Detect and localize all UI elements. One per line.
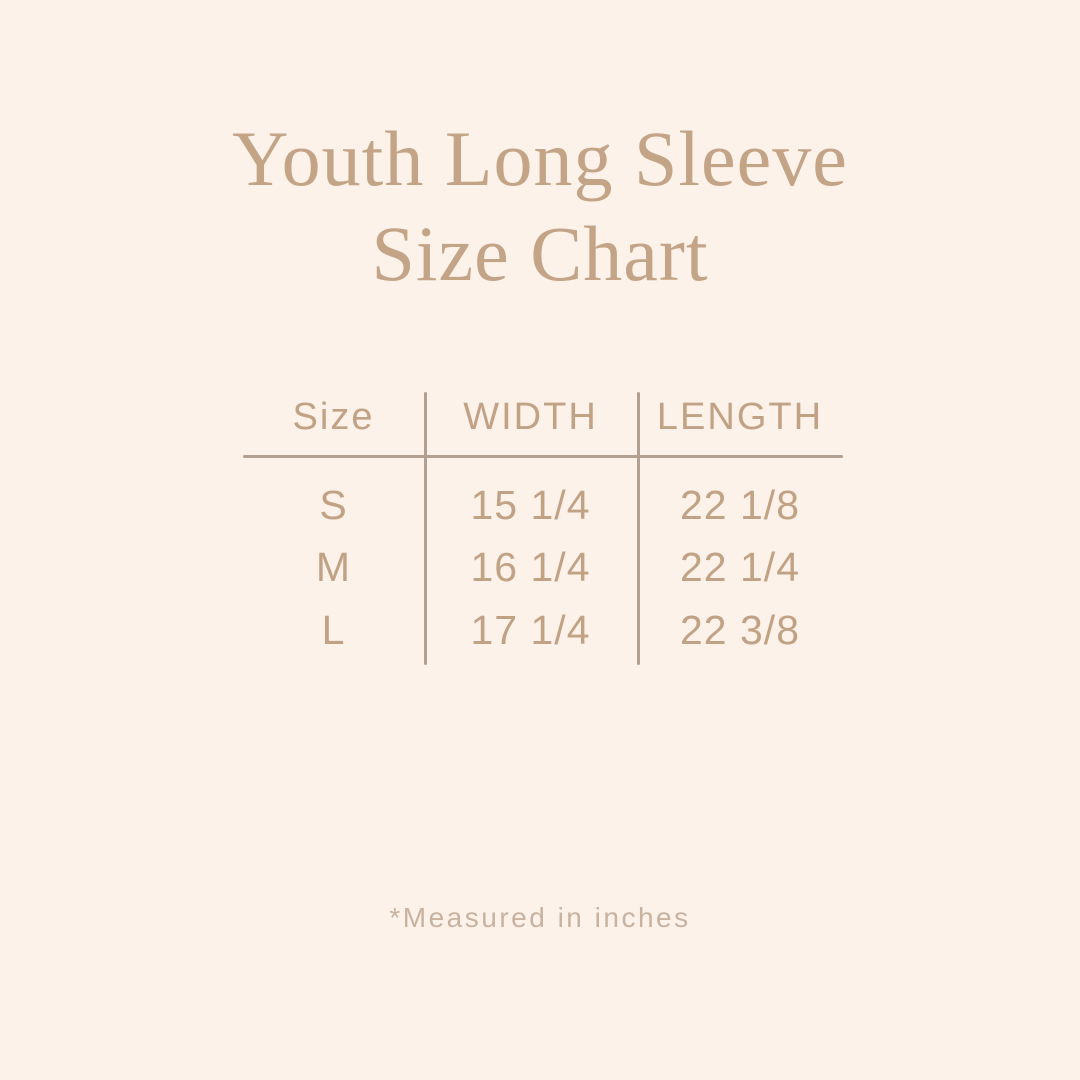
size-cell: S: [319, 481, 348, 528]
table-body: S 15 1/4 22 1/8 M 16 1/4 22 1/4 L 17 1/4…: [243, 474, 843, 662]
size-chart-table: Size WIDTH LENGTH S 15 1/4 22 1/8 M 16 1…: [243, 380, 843, 665]
column-header-width: WIDTH: [463, 396, 598, 438]
page-title: Youth Long Sleeve Size Chart: [0, 111, 1080, 301]
length-cell: 22 1/8: [680, 481, 800, 528]
table-header-row: Size WIDTH LENGTH: [243, 380, 843, 455]
table-row: L 17 1/4 22 3/8: [243, 599, 843, 662]
size-cell: L: [321, 606, 346, 653]
table-row: S 15 1/4 22 1/8: [243, 474, 843, 537]
page-title-line2: Size Chart: [371, 210, 709, 297]
size-cell: M: [315, 544, 352, 591]
column-divider-left: [424, 392, 427, 665]
column-header-length: LENGTH: [656, 396, 824, 438]
column-divider-right: [637, 392, 640, 665]
length-cell: 22 3/8: [680, 606, 800, 653]
column-header-size: Size: [292, 396, 375, 438]
header-divider-line: [243, 455, 843, 458]
page-title-line1: Youth Long Sleeve: [232, 115, 848, 202]
measurement-footnote: *Measured in inches: [389, 902, 691, 933]
table-row: M 16 1/4 22 1/4: [243, 537, 843, 600]
length-cell: 22 1/4: [680, 544, 800, 591]
width-cell: 16 1/4: [470, 544, 591, 591]
width-cell: 17 1/4: [470, 606, 591, 653]
width-cell: 15 1/4: [470, 481, 591, 528]
